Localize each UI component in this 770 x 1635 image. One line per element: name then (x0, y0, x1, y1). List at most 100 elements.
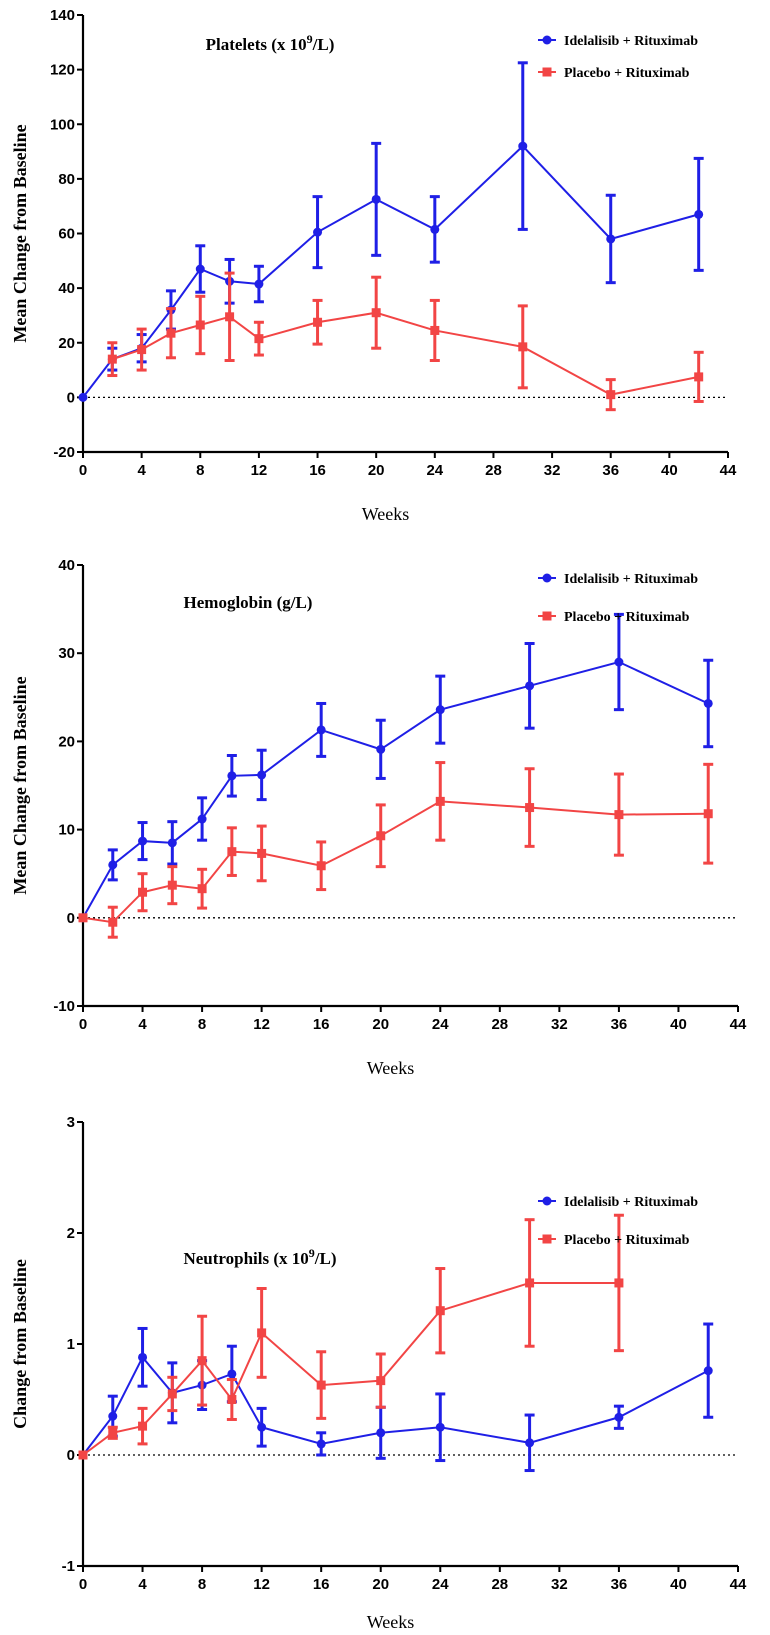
data-point (376, 744, 386, 754)
data-point (614, 1412, 624, 1422)
data-point (108, 1411, 118, 1421)
y-tick-label: 120 (50, 62, 75, 79)
y-tick-label: 0 (67, 389, 75, 406)
series-placebo (78, 1213, 624, 1460)
data-point (107, 354, 117, 364)
data-point (197, 884, 207, 894)
data-point (78, 913, 88, 923)
data-point (138, 836, 148, 846)
data-point (435, 1306, 445, 1316)
x-tick-label: 16 (313, 1576, 330, 1593)
x-tick-label: 32 (551, 1576, 568, 1593)
series-line (82, 660, 709, 919)
legend-entry: Placebo + Rituximab (538, 1233, 690, 1248)
data-point (703, 698, 713, 708)
data-point (435, 705, 445, 715)
x-axis-label: Weeks (362, 504, 410, 524)
x-tick-label: 0 (79, 462, 87, 479)
y-tick-label: 40 (58, 557, 75, 574)
y-tick-label: 40 (58, 280, 75, 297)
data-point (518, 141, 528, 151)
legend-label: Idelalisib + Rituximab (564, 572, 698, 587)
data-point (376, 1428, 386, 1438)
series-line (112, 311, 699, 396)
data-point (525, 1438, 535, 1448)
data-point (195, 320, 205, 330)
data-point (376, 1376, 386, 1386)
x-tick-label: 44 (720, 462, 737, 479)
legend-entry: Idelalisib + Rituximab (538, 1195, 698, 1210)
legend-marker (542, 1234, 552, 1244)
x-tick-label: 20 (372, 1576, 389, 1593)
x-tick-label: 20 (368, 462, 385, 479)
chart-panel-2: 0 4 8 12 16 20 24 28 32 36 40 44-10010203040WeeksMe… (10, 557, 747, 1078)
data-point (694, 372, 704, 382)
x-tick-label: 16 (313, 1016, 330, 1033)
x-tick-label: 44 (730, 1576, 747, 1593)
chart-title: Platelets (x 109/L) (206, 32, 335, 54)
x-tick-label: 36 (611, 1016, 628, 1033)
y-tick-label: 0 (67, 1447, 75, 1464)
data-point (371, 194, 381, 204)
y-tick-label: 30 (58, 645, 75, 662)
data-point (703, 1366, 713, 1376)
data-point (167, 1389, 177, 1399)
legend-marker (542, 573, 552, 583)
legend-entry: Idelalisib + Rituximab (538, 34, 698, 49)
y-tick-label: -10 (53, 998, 75, 1015)
data-point (166, 328, 176, 338)
data-point (167, 838, 177, 848)
y-tick-label: 140 (50, 7, 75, 24)
data-point (694, 209, 704, 219)
data-point (254, 279, 264, 289)
x-tick-label: 16 (309, 462, 326, 479)
y-tick-label: 3 (67, 1114, 75, 1131)
data-point (138, 1352, 148, 1362)
x-tick-label: 0 (79, 1016, 87, 1033)
data-point (525, 803, 535, 813)
y-tick-label: 1 (67, 1336, 75, 1353)
data-point (257, 848, 267, 858)
data-point (376, 831, 386, 841)
data-point (614, 1278, 624, 1288)
legend-entry: Placebo + Rituximab (538, 610, 690, 625)
x-tick-label: 24 (432, 1576, 449, 1593)
x-tick-label: 28 (491, 1576, 508, 1593)
x-tick-label: 4 (137, 462, 146, 479)
chart-title: Hemoglobin (g/L) (184, 593, 313, 612)
x-tick-label: 12 (251, 462, 268, 479)
data-point (313, 317, 323, 327)
data-point (257, 1422, 267, 1432)
legend-marker (542, 67, 552, 77)
series-placebo (107, 271, 704, 412)
y-axis-label: Mean Change from Baseline (10, 124, 30, 342)
data-point (430, 325, 440, 335)
x-tick-label: 40 (670, 1016, 687, 1033)
data-point (606, 390, 616, 400)
y-tick-label: 20 (58, 733, 75, 750)
data-point (257, 770, 267, 780)
x-tick-label: 0 (79, 1576, 87, 1593)
data-point (316, 1380, 326, 1390)
data-point (227, 1369, 237, 1379)
x-tick-label: 8 (198, 1576, 206, 1593)
y-tick-label: 20 (58, 335, 75, 352)
x-tick-label: 12 (253, 1016, 270, 1033)
data-point (138, 1421, 148, 1431)
data-point (137, 345, 147, 355)
data-point (78, 1450, 88, 1460)
data-point (430, 224, 440, 234)
legend-label: Placebo + Rituximab (564, 66, 690, 81)
x-tick-label: 20 (372, 1016, 389, 1033)
data-point (257, 1328, 267, 1338)
data-point (78, 392, 88, 402)
data-point (108, 917, 118, 927)
series-placebo (78, 761, 714, 939)
y-tick-label: -20 (53, 444, 75, 461)
legend-marker (542, 1196, 552, 1206)
chart-panel-1: 0 4 8 12 16 20 24 28 32 36 40 44-200204060801001201… (10, 7, 737, 524)
data-point (197, 1356, 207, 1366)
y-tick-label: -1 (62, 1558, 75, 1575)
